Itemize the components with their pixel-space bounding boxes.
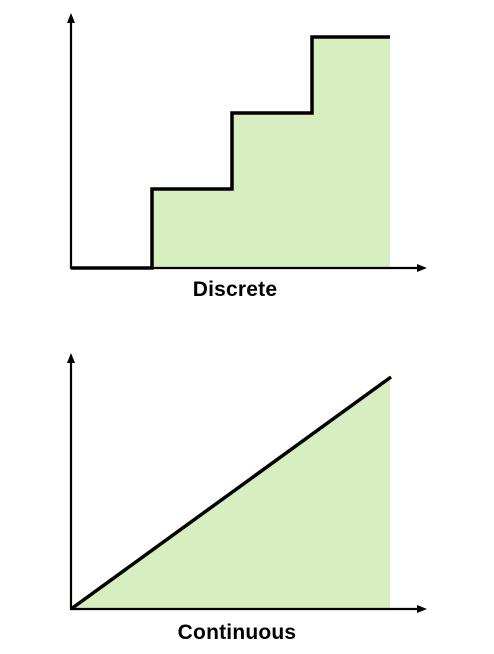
continuous-caption: Continuous <box>177 621 297 644</box>
discrete-step-line <box>71 35 390 270</box>
continuous-ramp-line <box>69 375 393 611</box>
discrete-filled-area <box>152 37 390 268</box>
discrete-plot <box>67 13 427 272</box>
discrete-diagram: Discrete <box>0 0 494 320</box>
discrete-caption: Discrete <box>192 278 278 301</box>
continuous-plot <box>67 353 427 613</box>
continuous-diagram: Continuous <box>0 340 494 654</box>
